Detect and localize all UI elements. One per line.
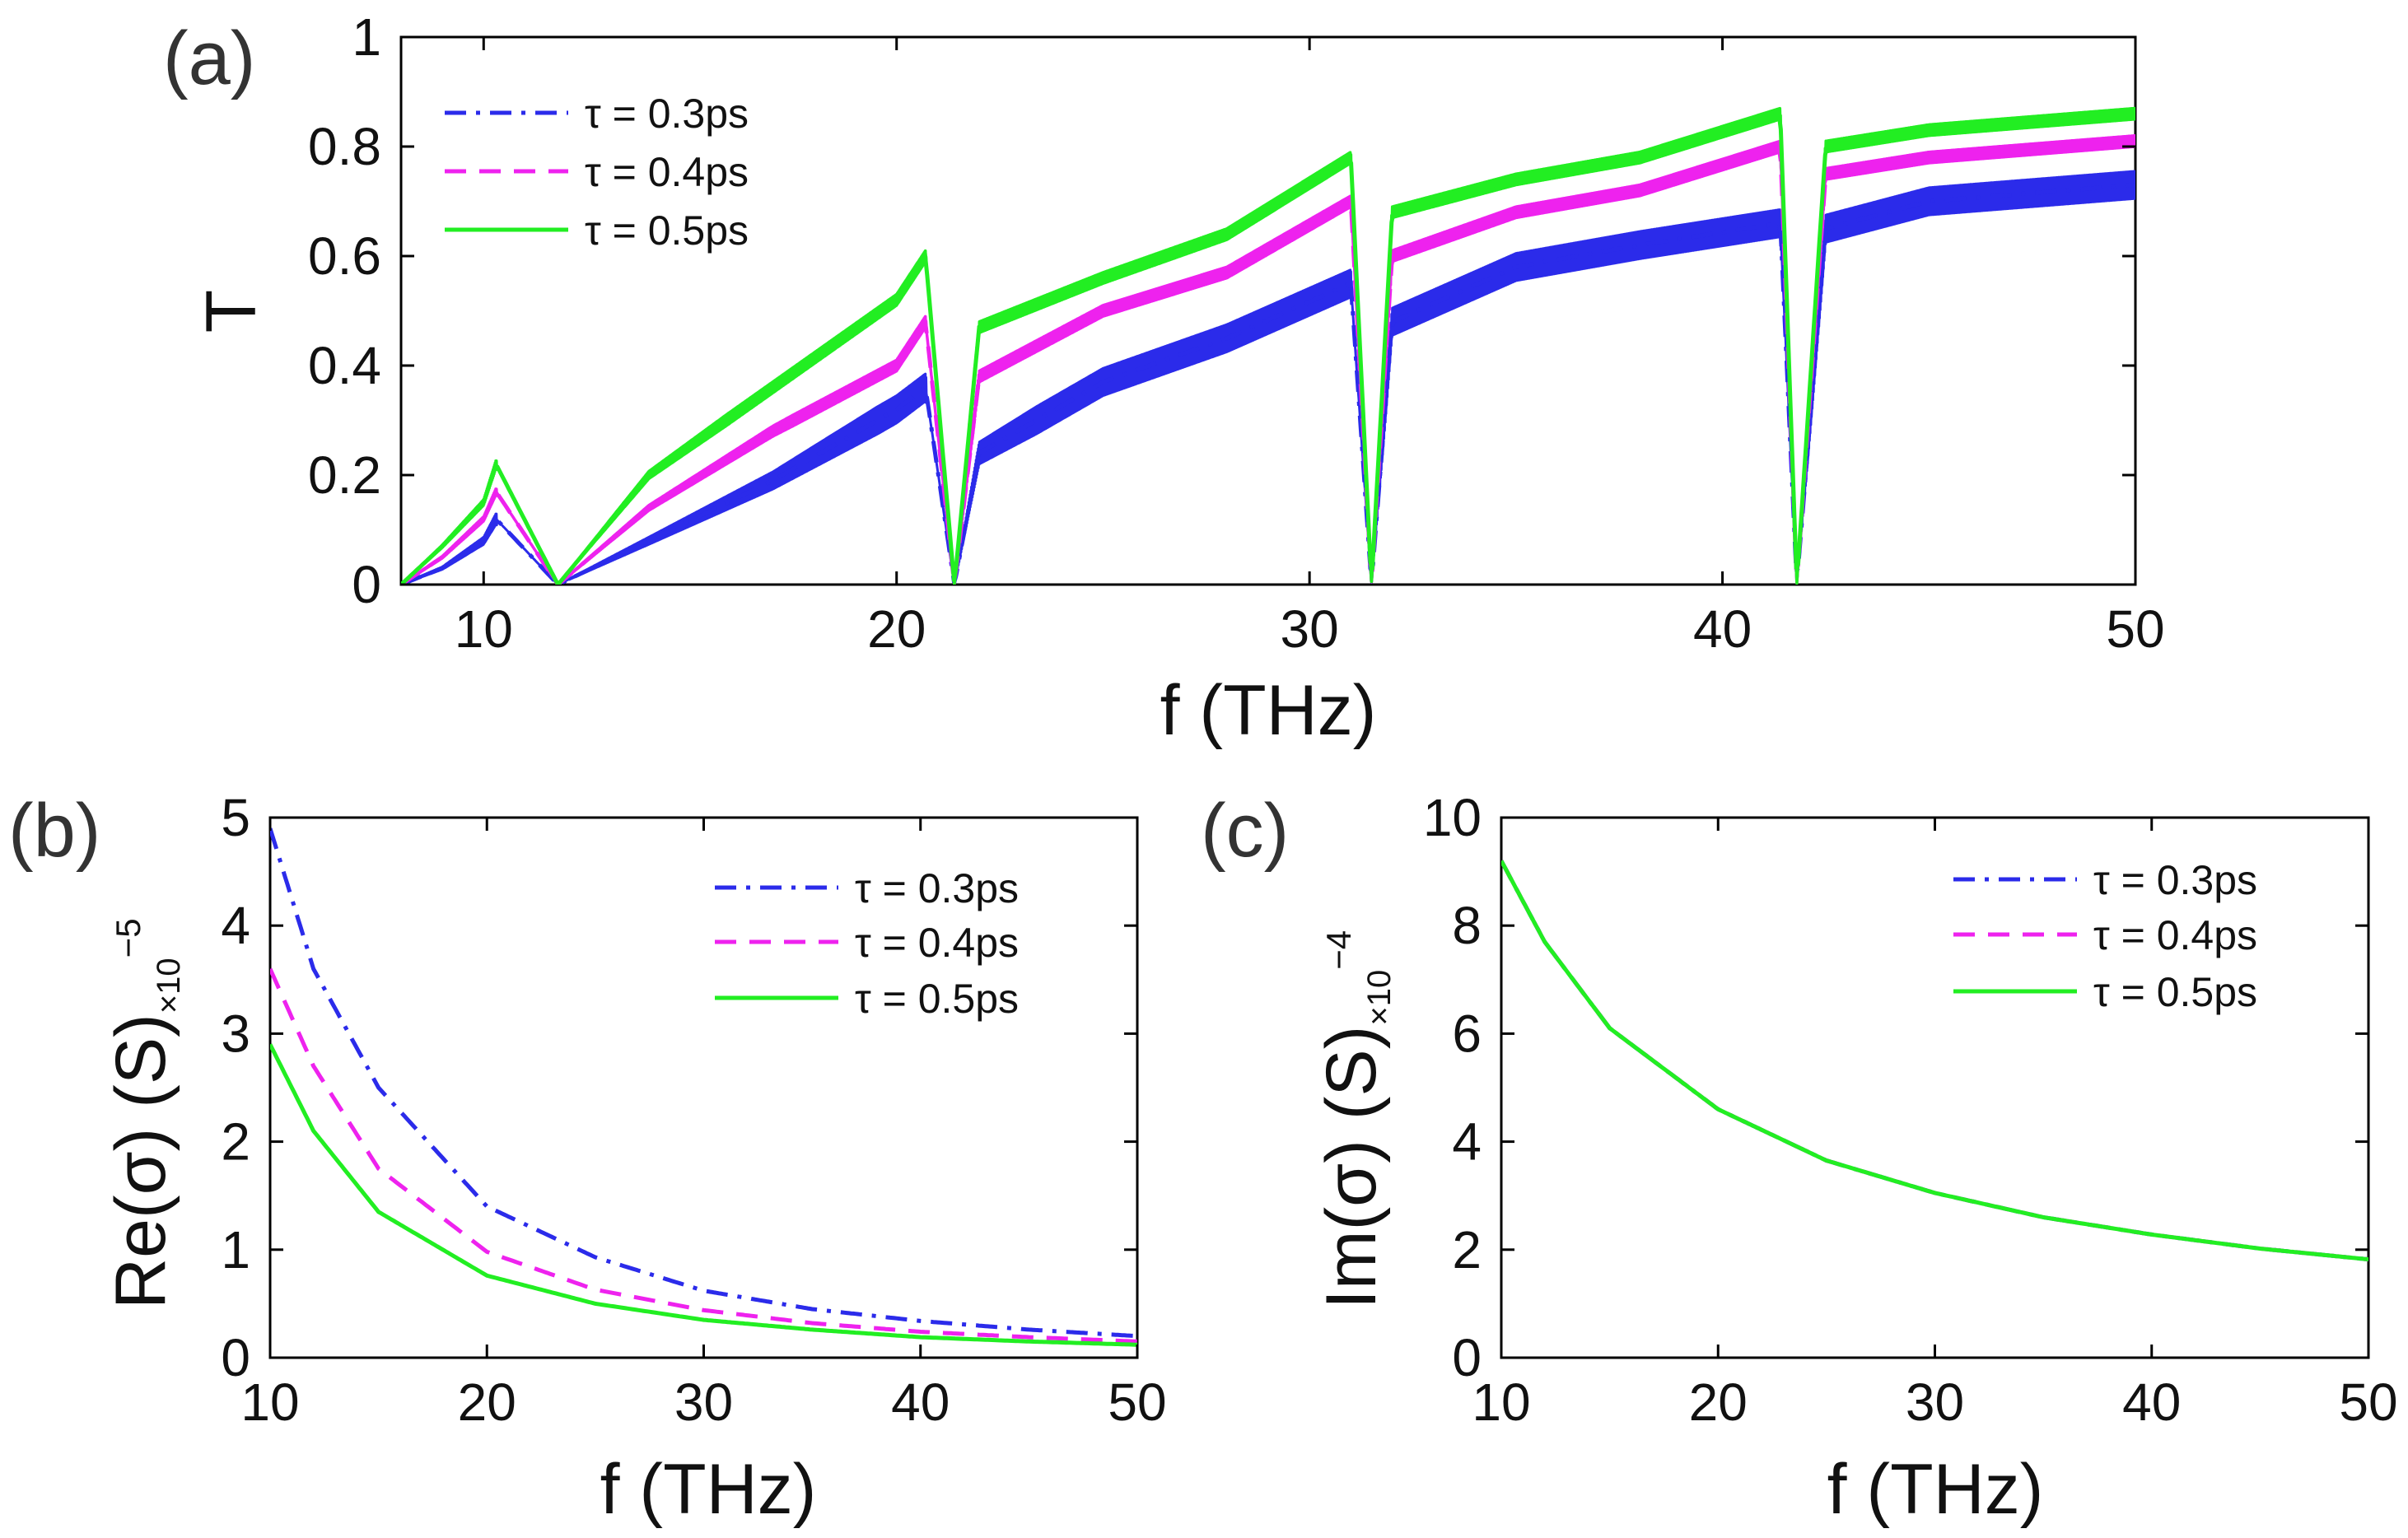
legend-label-a-tau05: τ = 0.5ps	[585, 207, 749, 254]
series-line-b-tau03	[270, 827, 1137, 1339]
legend-label-b-tau03: τ = 0.3ps	[855, 865, 1019, 911]
x-tick-label: 30	[1281, 599, 1339, 659]
legend-c: τ = 0.3ps τ = 0.4ps τ = 0.5ps	[1953, 857, 2257, 1015]
series-layer-b	[270, 827, 1137, 1347]
x-axis-label-b: f (THz)	[600, 1450, 817, 1529]
y-axis-label-c-scale: ×10	[1361, 970, 1398, 1026]
y-tick-label: 2	[1452, 1220, 1482, 1279]
legend-label-b-tau05: τ = 0.5ps	[855, 976, 1019, 1022]
y-tick-label: 0	[352, 555, 381, 614]
y-axis-label-c: Im(σ) (S)×10−4	[1312, 930, 1398, 1309]
panel-label-b: (b)	[8, 789, 100, 873]
series-envelope-a-tau05	[401, 111, 2135, 585]
svg-text:Re(σ) (S)×10−5: Re(σ) (S)×10−5	[101, 918, 187, 1309]
svg-text:Im(σ) (S)×10−4: Im(σ) (S)×10−4	[1312, 930, 1398, 1309]
series-layer-a	[401, 106, 2135, 585]
y-tick-label: 0.4	[308, 336, 381, 395]
y-ticks-c: 0 2 4 6 8 10	[1423, 788, 2368, 1387]
y-tick-label: 2	[221, 1112, 250, 1172]
legend-label-c-tau04: τ = 0.4ps	[2093, 912, 2257, 958]
y-tick-label: 0	[1452, 1328, 1482, 1387]
chart-panel-a: 10 20 30 40 50 0 0.2 0.4 0.6 0.8 1 f (THz) T τ = …	[192, 7, 2165, 750]
x-axis-label-c: f (THz)	[1827, 1450, 2044, 1529]
x-ticks-a: 10 20 30 40 50	[455, 37, 2165, 659]
chart-panel-b: 10 20 30 40 50 0 1 2 3 4 5 f (THz) Re(σ) (S)×10−5…	[101, 788, 1167, 1529]
x-tick-label: 10	[1472, 1373, 1530, 1432]
legend-label-b-tau04: τ = 0.4ps	[855, 920, 1019, 966]
y-axis-label-a: T	[192, 290, 271, 333]
y-tick-label: 0	[221, 1328, 250, 1387]
x-tick-label: 40	[1693, 599, 1752, 659]
y-axis-label-b-exponent: −5	[109, 918, 147, 958]
legend-label-c-tau05: τ = 0.5ps	[2093, 969, 2257, 1015]
x-axis-label-a: f (THz)	[1160, 671, 1377, 750]
x-tick-label: 50	[2106, 599, 2164, 659]
y-axis-label-c-exponent: −4	[1319, 930, 1358, 970]
x-tick-label: 30	[1906, 1373, 1964, 1432]
plot-frame-a	[399, 35, 2137, 586]
y-axis-label-b-scale: ×10	[151, 958, 187, 1014]
panel-label-c: (c)	[1201, 789, 1289, 873]
y-tick-label: 10	[1423, 788, 1482, 847]
y-tick-label: 0.8	[308, 117, 381, 176]
series-line-b-tau05	[270, 1043, 1137, 1347]
x-tick-label: 40	[2122, 1373, 2181, 1432]
y-tick-label: 0.6	[308, 226, 381, 286]
y-tick-label: 3	[221, 1004, 250, 1063]
x-tick-label: 30	[674, 1373, 733, 1432]
legend-label-a-tau04: τ = 0.4ps	[585, 149, 749, 195]
y-axis-label-c-main: Im(σ) (S)	[1312, 1026, 1391, 1309]
series-line-b-tau04	[270, 967, 1137, 1344]
panel-label-a: (a)	[163, 16, 255, 100]
y-axis-label-b-main: Re(σ) (S)	[101, 1014, 180, 1309]
chart-panel-c: 10 20 30 40 50 0 2 4 6 8 10 f (THz) Im(σ) (S)×10−…	[1312, 788, 2398, 1529]
x-tick-label: 40	[891, 1373, 950, 1432]
y-tick-label: 4	[1452, 1112, 1482, 1172]
series-envelope-a-tau04	[401, 138, 2135, 585]
y-ticks-b: 0 1 2 3 4 5	[221, 788, 1137, 1387]
y-tick-label: 4	[221, 896, 250, 955]
series-line-c-tau05	[1501, 860, 2368, 1262]
series-envelope-a-tau03	[401, 183, 2135, 585]
y-tick-label: 0.2	[308, 445, 381, 505]
x-tick-label: 50	[2339, 1373, 2397, 1432]
y-tick-label: 8	[1452, 896, 1482, 955]
series-line-a-tau03	[401, 170, 2135, 585]
x-tick-label: 50	[1108, 1373, 1166, 1432]
y-tick-label: 6	[1452, 1004, 1482, 1063]
x-ticks-c: 10 20 30 40 50	[1472, 818, 2398, 1432]
legend-label-c-tau03: τ = 0.3ps	[2093, 857, 2257, 903]
y-axis-label-b: Re(σ) (S)×10−5	[101, 918, 187, 1309]
y-tick-label: 5	[221, 788, 250, 847]
x-tick-label: 20	[867, 599, 926, 659]
x-ticks-b: 10 20 30 40 50	[240, 818, 1167, 1432]
legend-b: τ = 0.3ps τ = 0.4ps τ = 0.5ps	[715, 865, 1019, 1022]
x-tick-label: 20	[1689, 1373, 1748, 1432]
x-tick-label: 10	[455, 599, 513, 659]
x-tick-label: 10	[240, 1373, 299, 1432]
series-layer-c	[1501, 860, 2368, 1262]
y-tick-label: 1	[352, 7, 381, 67]
legend-a: τ = 0.3ps τ = 0.4ps τ = 0.5ps	[445, 91, 749, 254]
x-tick-label: 20	[458, 1373, 516, 1432]
legend-label-a-tau03: τ = 0.3ps	[585, 91, 749, 137]
y-tick-label: 1	[221, 1220, 250, 1279]
y-ticks-a: 0 0.2 0.4 0.6 0.8 1	[308, 7, 2135, 614]
